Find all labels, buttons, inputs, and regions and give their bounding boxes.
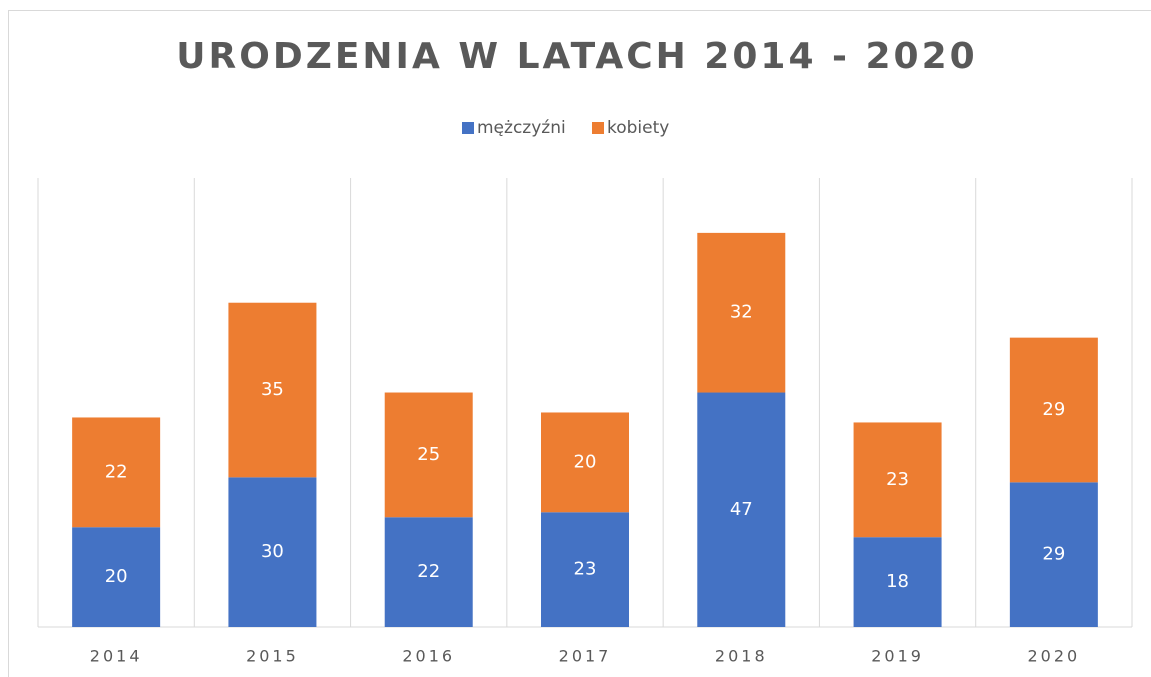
x-tick-label: 2019	[871, 647, 924, 666]
data-label: 25	[417, 444, 440, 465]
bar-segment	[72, 527, 161, 627]
chart-title: URODZENIA W LATACH 2014 - 2020	[176, 36, 977, 77]
data-label: 47	[730, 499, 753, 520]
bar-segment	[853, 537, 942, 627]
x-tick-label: 2016	[402, 647, 455, 666]
data-label: 29	[1042, 399, 1065, 420]
x-tick-label: 2017	[559, 647, 612, 666]
data-label: 29	[1042, 544, 1065, 565]
data-label: 20	[574, 451, 597, 472]
data-label: 22	[417, 561, 440, 582]
bar-segment	[697, 392, 786, 627]
data-label: 35	[261, 379, 284, 400]
data-label: 23	[574, 559, 597, 580]
legend-swatch	[462, 122, 474, 134]
x-tick-label: 2020	[1027, 647, 1080, 666]
bar-segment	[853, 422, 942, 538]
data-label: 23	[886, 469, 909, 490]
x-tick-label: 2018	[715, 647, 768, 666]
data-label: 18	[886, 571, 909, 592]
legend-label: mężczyźni	[477, 118, 566, 138]
bar-segment	[541, 512, 629, 627]
data-label: 22	[105, 461, 128, 482]
bar-segment	[384, 517, 473, 627]
legend-swatch	[592, 122, 604, 134]
data-label: 30	[261, 541, 284, 562]
data-label: 32	[730, 302, 753, 323]
bar-segment	[697, 232, 786, 393]
bar-segment	[72, 417, 161, 528]
bar-segment	[384, 392, 473, 518]
bar-segment	[1009, 337, 1098, 483]
x-tick-label: 2015	[246, 647, 299, 666]
bar-segment	[541, 412, 629, 513]
data-label: 20	[105, 566, 128, 587]
bar-segment	[228, 302, 317, 478]
bar-segment	[1009, 482, 1098, 627]
bar-segment	[228, 477, 317, 627]
x-tick-label: 2014	[90, 647, 143, 666]
legend-label: kobiety	[607, 118, 669, 138]
